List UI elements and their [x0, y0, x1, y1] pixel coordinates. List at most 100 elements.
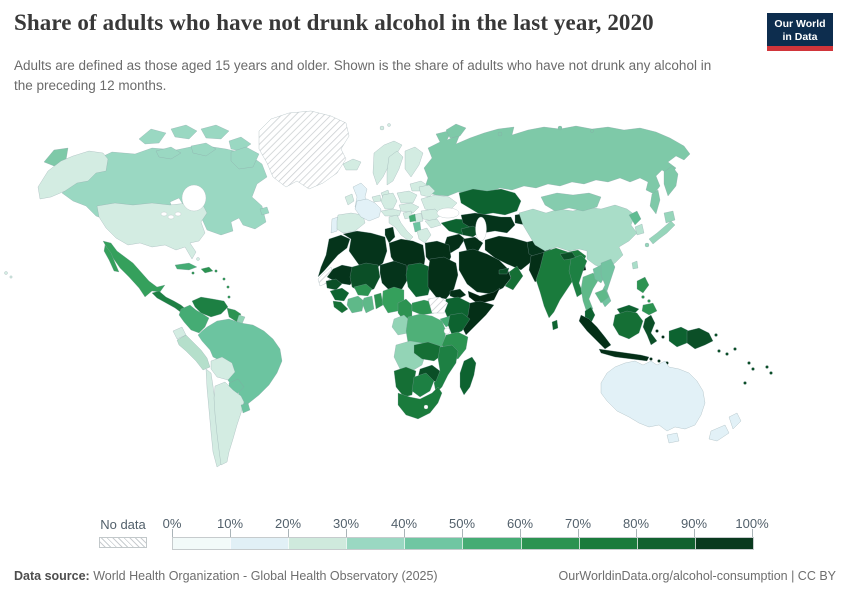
legend-tick-label: 50% — [448, 516, 476, 531]
country-usa-alaska[interactable] — [37, 150, 109, 200]
country-south-korea[interactable] — [634, 223, 645, 236]
country-algeria[interactable] — [342, 230, 388, 272]
country-senegal[interactable] — [325, 278, 343, 291]
arctic-islands[interactable] — [497, 125, 594, 137]
country-mongolia[interactable] — [540, 192, 602, 212]
country-venezuela[interactable] — [191, 296, 229, 318]
country-ghana[interactable] — [361, 295, 375, 314]
legend-bin[interactable] — [346, 538, 405, 549]
region-togo-benin[interactable] — [373, 292, 384, 310]
region-indonesia-kalimantan[interactable] — [612, 310, 644, 340]
country-bosnia[interactable] — [408, 213, 417, 223]
legend-bin[interactable] — [578, 538, 637, 549]
country-niger[interactable] — [379, 260, 409, 292]
country-guinea[interactable] — [329, 287, 350, 302]
country-russia-sakhalin[interactable] — [649, 189, 661, 215]
country-cuba[interactable] — [174, 262, 198, 271]
country-bolivia[interactable] — [210, 356, 236, 381]
country-sweden[interactable] — [386, 150, 404, 186]
country-sri-lanka[interactable] — [551, 319, 559, 331]
country-bulgaria[interactable] — [424, 218, 442, 229]
hawaii-islands[interactable] — [4, 271, 13, 279]
country-cambodia[interactable] — [594, 288, 610, 304]
country-uae[interactable] — [498, 267, 510, 275]
country-new-zealand[interactable] — [708, 412, 742, 442]
country-yemen[interactable] — [467, 287, 501, 305]
country-portugal[interactable] — [330, 216, 339, 234]
country-iceland[interactable] — [342, 158, 362, 171]
legend-bin[interactable] — [288, 538, 347, 549]
country-australia[interactable] — [600, 360, 706, 432]
legend-bin[interactable] — [636, 538, 695, 549]
country-usa[interactable] — [96, 202, 208, 260]
region-indonesia-sumatra[interactable] — [578, 314, 612, 350]
country-poland[interactable] — [396, 190, 418, 204]
country-greece[interactable] — [416, 227, 432, 244]
region-indonesia-papua[interactable] — [668, 326, 690, 348]
legend-bin[interactable] — [462, 538, 521, 549]
country-mexico-baja[interactable] — [103, 244, 120, 273]
country-uruguay[interactable] — [240, 402, 251, 414]
indonesia-small-islands[interactable] — [649, 329, 669, 365]
country-japan[interactable] — [644, 210, 676, 248]
country-ivory-coast[interactable] — [346, 295, 365, 314]
country-madagascar[interactable] — [459, 356, 477, 396]
country-ireland[interactable] — [344, 193, 355, 206]
country-iraq[interactable] — [462, 236, 484, 254]
region-benelux[interactable] — [371, 194, 382, 203]
country-russia-kamchatka[interactable] — [663, 165, 679, 197]
country-argentina[interactable] — [213, 381, 245, 466]
country-namibia[interactable] — [393, 366, 417, 398]
region-sierra-leone-liberia[interactable] — [332, 300, 349, 314]
country-peru[interactable] — [176, 334, 211, 371]
country-colombia[interactable] — [178, 304, 210, 334]
country-morocco[interactable] — [317, 234, 351, 278]
country-south-africa[interactable] — [397, 386, 443, 420]
legend-bin[interactable] — [404, 538, 463, 549]
region-south-sudan-nodata[interactable] — [427, 296, 449, 314]
legend-no-data-swatch[interactable] — [99, 537, 147, 548]
pacific-islands[interactable] — [717, 347, 773, 385]
country-finland[interactable] — [404, 146, 424, 178]
region-indonesia-java[interactable] — [598, 348, 650, 362]
legend-bin[interactable] — [173, 538, 231, 549]
country-mali[interactable] — [349, 262, 381, 294]
caribbean-islands[interactable] — [191, 269, 231, 299]
region-tasmania[interactable] — [666, 432, 680, 444]
country-mozambique[interactable] — [433, 344, 459, 394]
legend-bin[interactable] — [230, 538, 289, 549]
country-france[interactable] — [354, 198, 382, 222]
country-germany[interactable] — [380, 192, 398, 210]
country-north-korea[interactable] — [628, 210, 642, 226]
data-source-note[interactable]: Data source: World Health Organization -… — [14, 569, 438, 583]
country-chad[interactable] — [405, 262, 433, 298]
country-romania[interactable] — [420, 208, 442, 222]
novaya-zemlya-island[interactable] — [445, 123, 467, 139]
region-central-europe[interactable] — [398, 202, 420, 214]
country-mexico[interactable] — [102, 240, 166, 298]
country-belarus[interactable] — [418, 184, 436, 198]
region-greenland-nodata[interactable] — [258, 110, 350, 190]
country-papua-new-guinea[interactable] — [686, 327, 718, 350]
country-philippines[interactable] — [636, 276, 658, 316]
country-russia[interactable] — [423, 125, 691, 197]
country-burkina-faso[interactable] — [353, 283, 373, 297]
country-botswana[interactable] — [411, 372, 435, 398]
owid-link[interactable]: OurWorldinData.org/alcohol-consumption |… — [558, 569, 836, 583]
bahamas-islands[interactable] — [196, 257, 200, 261]
country-tunisia[interactable] — [384, 226, 396, 244]
region-indonesia-sulawesi[interactable] — [642, 314, 658, 346]
country-taiwan[interactable] — [631, 260, 639, 270]
country-kenya[interactable] — [447, 312, 471, 336]
region-hispaniola[interactable] — [200, 266, 214, 274]
country-spain[interactable] — [336, 212, 366, 234]
svalbard-islands[interactable] — [379, 123, 391, 131]
country-oman[interactable] — [504, 265, 524, 291]
canada-arctic-islands[interactable] — [138, 124, 270, 216]
region-alpine[interactable] — [380, 208, 402, 217]
country-kazakhstan[interactable] — [458, 188, 522, 216]
country-eritrea[interactable] — [449, 288, 467, 300]
legend-bin[interactable] — [520, 538, 579, 549]
owid-logo[interactable]: Our World in Data — [767, 13, 833, 51]
legend-bin[interactable] — [694, 538, 753, 549]
